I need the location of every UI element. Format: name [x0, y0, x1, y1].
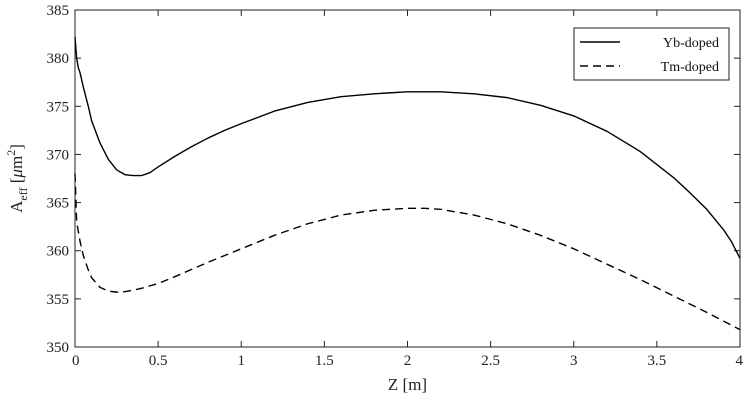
axis-ticks: 0 0.5 1 1.5 2 2.5 3 3.5 4 350 355 360 365 370 375 380 38… [47, 3, 744, 369]
y-tick-label: 370 [47, 147, 70, 163]
legend-label-yb-doped: Yb-doped [663, 36, 719, 51]
y-tick-label: 380 [47, 51, 70, 67]
x-tick-label: 0 [72, 353, 80, 369]
series-line-yb-doped [74, 36, 741, 259]
x-axis-label: Z [m] [388, 375, 427, 394]
y-tick-label: 385 [47, 3, 70, 19]
x-tick-label: 1.5 [315, 353, 334, 369]
y-tick-label: 355 [47, 292, 70, 308]
x-tick-label: 3.5 [648, 353, 667, 369]
x-tick-label: 2.5 [481, 353, 500, 369]
x-tick-label: 3 [570, 353, 578, 369]
y-axis-label: Aeff [μm2] [4, 144, 30, 213]
legend-label-tm-doped: Tm-doped [661, 60, 719, 75]
y-tick-label: 350 [47, 340, 70, 356]
series-line-tm-doped [74, 173, 741, 331]
legend-box [573, 27, 730, 81]
y-tick-label: 365 [47, 196, 70, 212]
series-layer [74, 36, 741, 331]
y-tick-label: 375 [47, 99, 70, 115]
x-tick-label: 0.5 [149, 353, 168, 369]
x-tick-label: 4 [736, 353, 744, 369]
x-tick-label: 2 [404, 353, 412, 369]
legend: Yb-doped Tm-doped [573, 27, 730, 81]
x-tick-label: 1 [238, 353, 246, 369]
y-tick-label: 360 [47, 244, 70, 260]
